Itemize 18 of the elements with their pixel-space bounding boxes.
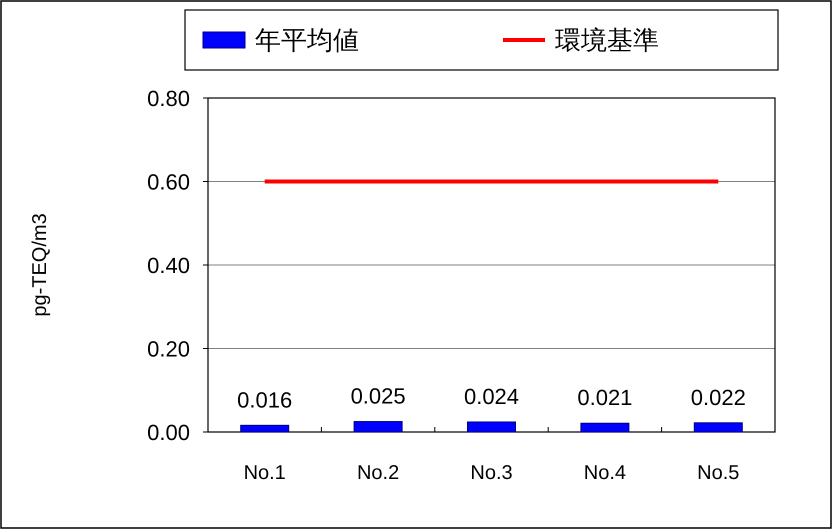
x-tick-label: No.3 [470,462,513,484]
x-tick-label: No.5 [697,462,740,484]
y-axis-title: pg-TEQ/m3 [29,213,51,317]
y-tick-label: 0.80 [147,86,190,111]
data-label: 0.025 [350,384,406,409]
x-tick-label: No.4 [584,462,626,484]
y-tick-label: 0.60 [147,170,190,194]
y-tick-label: 0.00 [147,420,190,445]
data-label: 0.016 [237,387,292,412]
data-label: 0.024 [464,384,520,409]
y-tick-label: 0.40 [147,253,190,278]
data-label: 0.022 [690,384,746,410]
legend-label: 環境基準 [555,25,659,55]
x-tick-label: No.1 [244,462,286,484]
data-label: 0.021 [577,385,632,410]
y-tick-label: 0.20 [147,336,190,362]
x-tick-label: No.2 [356,462,400,484]
legend-label: 年平均値 [255,25,359,55]
